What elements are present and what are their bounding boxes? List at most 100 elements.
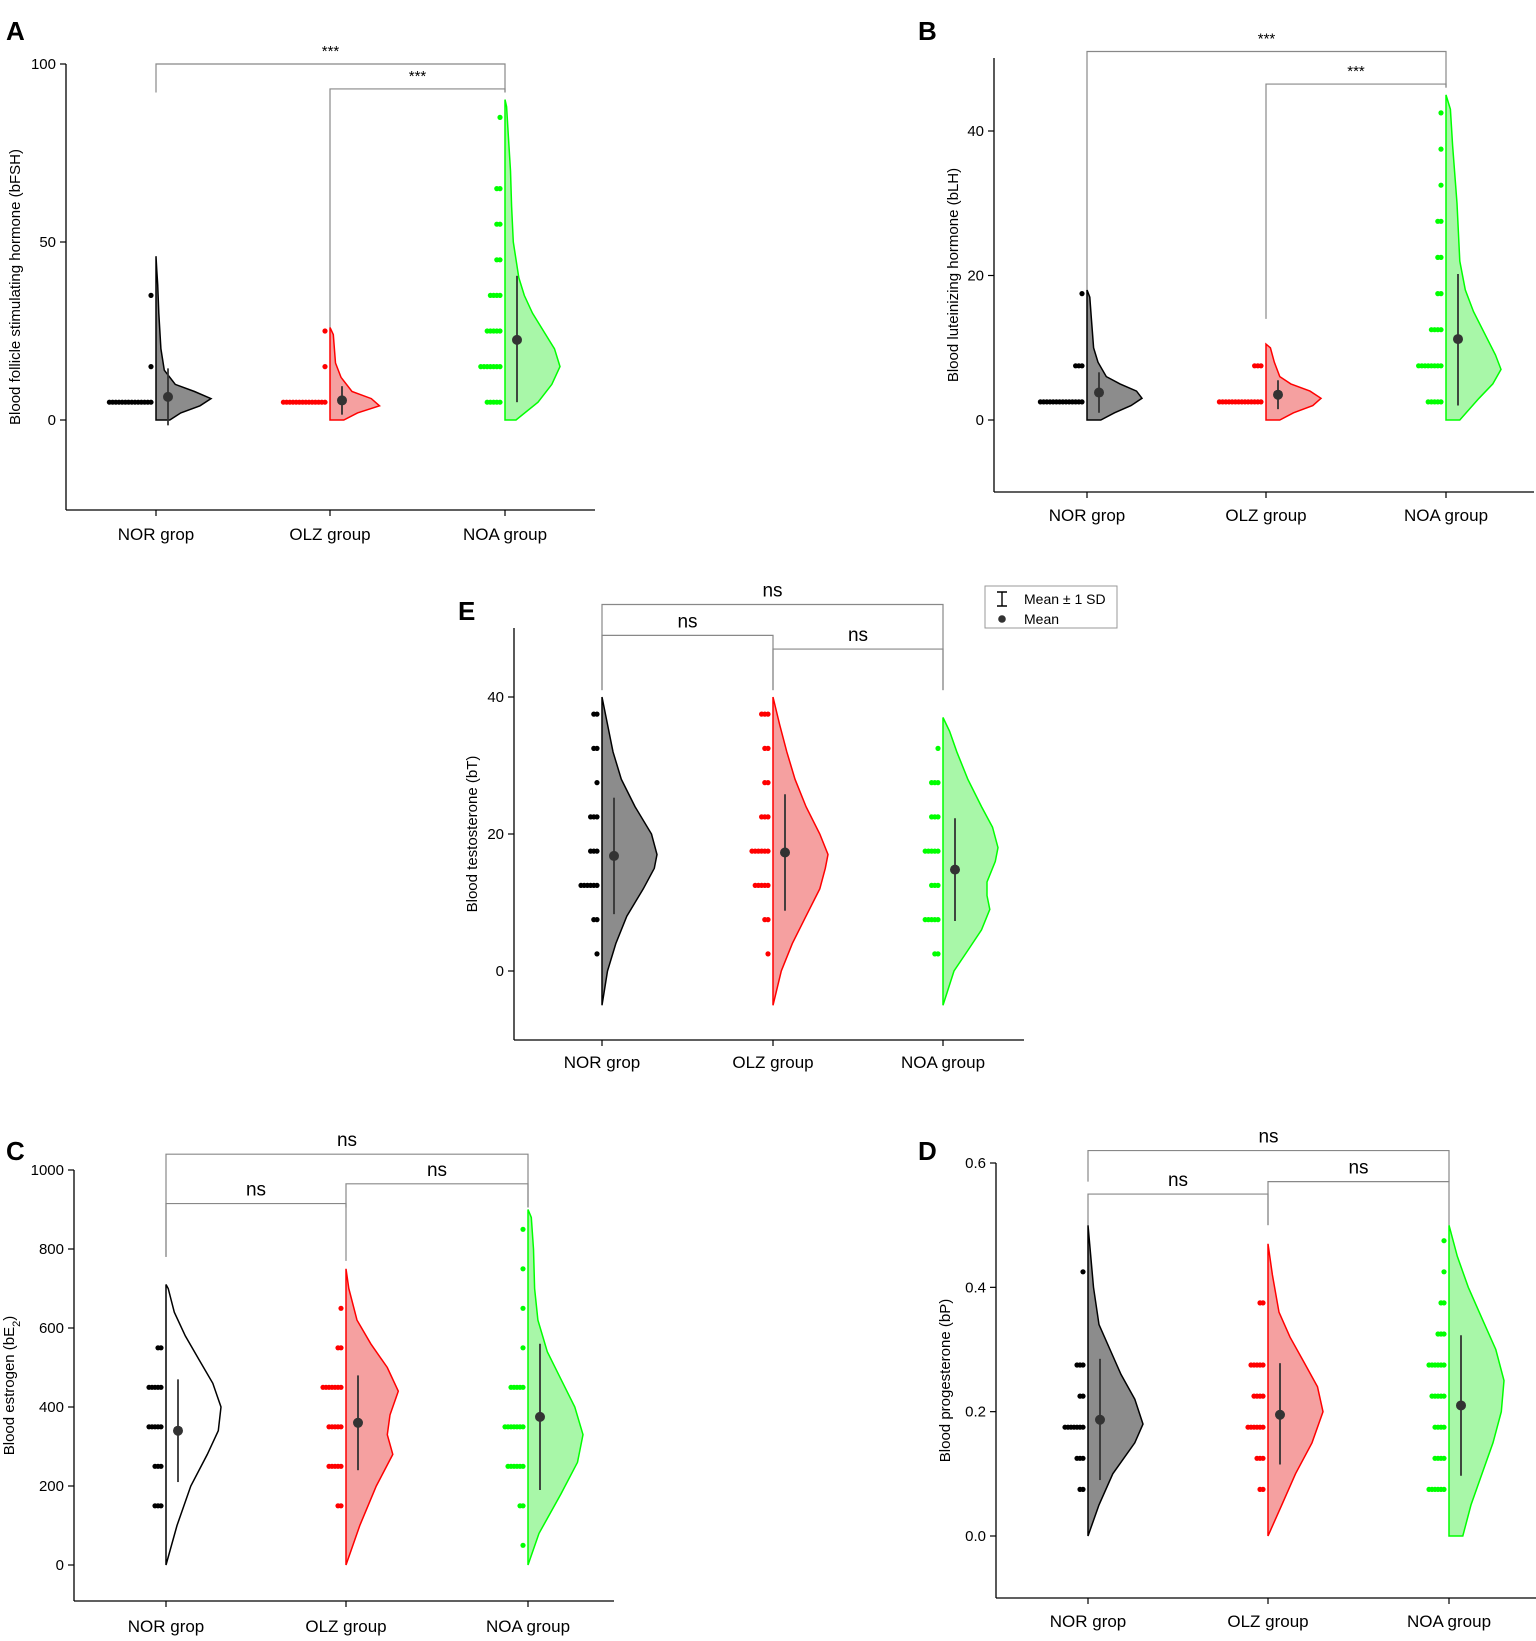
series-nor-grop: [1062, 1225, 1144, 1537]
bracket-line: [1087, 1149, 1450, 1182]
significance-label: ***: [1258, 31, 1276, 48]
dot-stack: [484, 399, 503, 405]
dot-stack: [759, 814, 771, 820]
y-tick-label: 600: [39, 1320, 64, 1337]
violin-shape: [527, 1209, 584, 1566]
dot-stack: [1062, 1424, 1086, 1430]
dot-stack: [759, 711, 771, 717]
data-point: [752, 882, 758, 889]
dot-stack: [505, 1463, 526, 1469]
dot-stack: [320, 1384, 344, 1390]
data-point: [1432, 1455, 1438, 1461]
data-point: [338, 1305, 344, 1311]
data-point: [517, 1503, 523, 1509]
x-tick-label: OLZ group: [1225, 506, 1306, 525]
violin-shape: [942, 717, 999, 1006]
dot-stack: [146, 1384, 164, 1390]
dot-stack: [935, 745, 941, 752]
series-olz-group: [280, 327, 381, 421]
violin-shape: [165, 1284, 222, 1566]
dot-stack: [1257, 1300, 1266, 1306]
mean-marker: [353, 1417, 363, 1428]
significance-bracket: ***: [155, 43, 506, 93]
dot-stack: [588, 814, 600, 820]
dot-stack: [1416, 363, 1444, 369]
dot-stack: [1432, 1455, 1447, 1461]
dot-stack: [1037, 399, 1085, 405]
significance-label: ns: [246, 1180, 266, 1201]
data-point: [759, 814, 765, 820]
dot-stack: [280, 399, 328, 405]
mean-marker: [1273, 389, 1283, 400]
y-tick-label: 100: [31, 56, 56, 73]
dot-stack: [1432, 1424, 1447, 1430]
significance-bracket: ns: [1087, 1127, 1450, 1182]
series-nor-grop: [106, 256, 213, 426]
data-point: [335, 1503, 341, 1509]
violin-shape: [1086, 289, 1144, 421]
y-tick-label: 200: [39, 1478, 64, 1495]
dot-stack: [1074, 1362, 1086, 1368]
panel-a: A 0 50 100 Blood follicle stimulating hormon…: [6, 16, 595, 544]
dot-stack: [1074, 1455, 1086, 1461]
data-point: [578, 882, 584, 889]
y-axis-title: Blood luteinizing hormone (bLH): [945, 168, 962, 382]
dot-stack: [588, 848, 600, 854]
dot-stack: [322, 328, 328, 334]
data-point: [922, 917, 928, 923]
data-point: [155, 1345, 161, 1351]
data-point: [1438, 182, 1444, 188]
data-point: [1429, 1393, 1435, 1399]
dot-stack: [1441, 1238, 1447, 1244]
violin-shape: [504, 99, 561, 421]
dot-stack: [502, 1424, 526, 1430]
data-point: [502, 1424, 508, 1430]
violin-shape: [1087, 1225, 1144, 1537]
violin-shape: [345, 1268, 400, 1566]
mean-dot-icon: [998, 615, 1006, 623]
data-point: [929, 882, 935, 889]
panel-e: E 0 20 40 Blood testosterone (bT) NOR grop OLZ…: [458, 581, 1118, 1072]
dot-stack: [1077, 1486, 1086, 1492]
data-point: [494, 221, 500, 227]
panel-label: B: [918, 16, 937, 46]
bracket-line: [1086, 50, 1447, 290]
dot-stack: [494, 257, 503, 263]
data-point: [1080, 1269, 1086, 1275]
data-point: [1426, 1362, 1432, 1368]
dot-stack: [148, 364, 154, 370]
data-point: [1037, 399, 1043, 405]
x-tick-label: NOA group: [901, 1053, 985, 1072]
dot-stack: [1425, 399, 1444, 405]
dot-stack: [932, 951, 941, 957]
dot-stack: [1429, 1393, 1447, 1399]
x-tick-label: NOA group: [1407, 1612, 1491, 1631]
data-point: [1245, 1424, 1251, 1430]
bracket-line: [165, 1153, 529, 1257]
mean-marker: [163, 391, 173, 402]
panel-label: A: [6, 16, 25, 46]
data-point: [484, 399, 490, 405]
data-point: [520, 1266, 526, 1272]
y-tick-label: 400: [39, 1399, 64, 1416]
data-point: [762, 780, 768, 786]
mean-marker: [950, 864, 960, 875]
mean-marker: [535, 1411, 545, 1422]
data-point: [932, 951, 938, 957]
data-point: [505, 1463, 511, 1469]
dot-stack: [762, 917, 771, 923]
x-tick-label: NOR grop: [128, 1617, 205, 1636]
x-tick-label: NOA group: [463, 525, 547, 544]
data-point: [1441, 1238, 1447, 1244]
dot-stack: [1426, 1362, 1447, 1368]
legend-sd-label: Mean ± 1 SD: [1024, 591, 1106, 607]
dot-stack: [1441, 1269, 1447, 1275]
dot-stack: [497, 114, 503, 120]
significance-label: ns: [427, 1160, 447, 1181]
series-olz-group: [1245, 1243, 1324, 1537]
y-tick-label: 50: [39, 234, 56, 251]
data-point: [929, 814, 935, 820]
dot-stack: [1248, 1362, 1266, 1368]
dot-stack: [762, 780, 771, 786]
